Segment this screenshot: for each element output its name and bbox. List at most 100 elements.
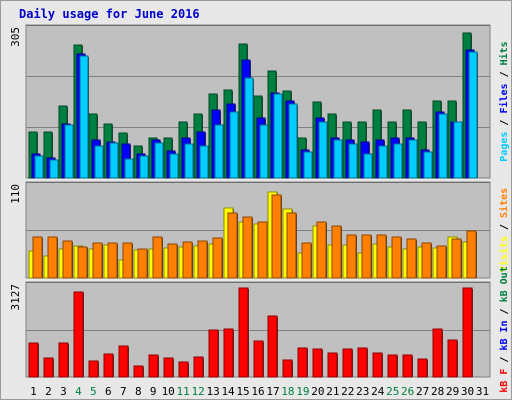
bar-sites-day-17 xyxy=(271,194,282,279)
bar-sites-day-18 xyxy=(286,212,297,279)
bar-kb-f-day-14 xyxy=(223,328,234,378)
bar-kb-f-day-22 xyxy=(342,348,353,378)
x-tick-label-day-23: 23 xyxy=(356,385,369,398)
bar-sites-day-22 xyxy=(346,234,357,279)
legend-item-visits: Visits xyxy=(498,236,510,272)
x-tick-label-day-31: 31 xyxy=(476,385,489,398)
bar-pages-day-26 xyxy=(408,139,418,179)
panel-1-ytick-label: 110 xyxy=(9,184,22,204)
bar-kb-f-day-6 xyxy=(103,353,114,378)
bar-sites-day-14 xyxy=(227,212,238,279)
x-tick-label-day-12: 12 xyxy=(192,385,205,398)
bar-kb-f-day-29 xyxy=(447,339,458,378)
bar-kb-f-day-30 xyxy=(462,287,473,378)
bar-kb-f-day-27 xyxy=(417,358,428,378)
x-tick-label-day-26: 26 xyxy=(401,385,414,398)
x-tick-label-day-22: 22 xyxy=(341,385,354,398)
bar-kb-f-day-9 xyxy=(148,354,159,378)
x-tick-label-day-16: 16 xyxy=(251,385,264,398)
bar-kb-f-day-16 xyxy=(253,340,264,378)
x-tick-label-day-17: 17 xyxy=(266,385,279,398)
legend-separator: / xyxy=(499,218,510,236)
bar-sites-day-11 xyxy=(182,241,193,279)
bar-pages-day-4 xyxy=(79,55,89,179)
bar-sites-day-26 xyxy=(406,238,417,279)
panel-2-ytick-label: 3127 xyxy=(9,284,22,311)
bar-sites-day-16 xyxy=(257,221,268,279)
x-tick-label-day-11: 11 xyxy=(177,385,190,398)
bar-sites-day-28 xyxy=(436,245,447,279)
x-tick-label-day-20: 20 xyxy=(311,385,324,398)
x-tick-label-day-2: 2 xyxy=(45,385,52,398)
x-tick-label-day-27: 27 xyxy=(416,385,429,398)
bar-pages-day-12 xyxy=(199,145,209,179)
bar-pages-day-6 xyxy=(109,142,119,179)
bar-sites-day-2 xyxy=(47,236,58,279)
bar-kb-f-day-17 xyxy=(267,315,278,378)
bar-pages-day-23 xyxy=(363,153,373,179)
bar-kb-f-day-19 xyxy=(297,347,308,378)
x-tick-label-day-8: 8 xyxy=(135,385,142,398)
bar-pages-day-22 xyxy=(348,143,358,179)
bar-kb-f-day-20 xyxy=(312,348,323,378)
bar-pages-day-17 xyxy=(273,93,283,179)
bar-sites-day-5 xyxy=(92,242,103,279)
bar-kb-f-day-11 xyxy=(178,361,189,378)
bar-kb-f-day-13 xyxy=(208,329,219,378)
bar-pages-day-5 xyxy=(94,145,104,179)
bar-kb-f-day-8 xyxy=(133,365,144,378)
x-tick-label-day-30: 30 xyxy=(461,385,474,398)
x-tick-label-day-25: 25 xyxy=(386,385,399,398)
x-tick-label-day-14: 14 xyxy=(221,385,235,398)
bar-sites-day-7 xyxy=(122,242,133,279)
bar-pages-day-8 xyxy=(139,155,149,179)
bar-kb-f-day-18 xyxy=(282,359,293,378)
bar-pages-day-28 xyxy=(438,113,448,179)
x-tick-label-day-21: 21 xyxy=(326,385,339,398)
bar-kb-f-day-28 xyxy=(432,328,443,378)
legend-item-pages: Pages xyxy=(499,132,510,162)
bar-kb-f-day-26 xyxy=(402,354,413,378)
bar-pages-day-24 xyxy=(378,145,388,179)
x-tick-label-day-29: 29 xyxy=(446,385,459,398)
bar-sites-day-23 xyxy=(361,234,372,279)
bar-sites-day-3 xyxy=(62,240,73,279)
x-tick-label-day-9: 9 xyxy=(150,385,157,398)
bar-pages-day-25 xyxy=(393,143,403,179)
bar-sites-day-12 xyxy=(197,240,208,279)
bar-pages-day-30 xyxy=(468,51,478,179)
x-tick-label-day-10: 10 xyxy=(162,385,175,398)
x-tick-label-day-6: 6 xyxy=(105,385,112,398)
bar-pages-day-10 xyxy=(169,153,179,179)
legend-item-hits: Hits xyxy=(498,41,510,65)
x-tick-label-day-13: 13 xyxy=(206,385,219,398)
x-tick-label-day-7: 7 xyxy=(120,385,127,398)
bar-sites-day-29 xyxy=(451,238,462,279)
bar-kb-f-day-5 xyxy=(88,360,99,378)
bar-pages-day-29 xyxy=(453,121,463,179)
panel-0-ytick-label: 305 xyxy=(9,27,22,47)
panel-1-legend: Visits / Sites xyxy=(498,188,510,272)
bar-kb-f-day-2 xyxy=(43,357,54,378)
panel-2-legend: kB F / kB In / kB Out xyxy=(499,266,510,392)
bar-sites-day-8 xyxy=(137,248,148,279)
bar-pages-day-13 xyxy=(214,124,224,179)
bar-pages-day-20 xyxy=(318,121,328,179)
panel-0-legend: Pages / Files / Hits xyxy=(498,41,510,161)
bar-kb-f-day-12 xyxy=(193,356,204,378)
bar-pages-day-3 xyxy=(64,124,74,179)
bar-kb-f-day-25 xyxy=(387,354,398,378)
x-tick-label-day-19: 19 xyxy=(296,385,309,398)
bar-pages-day-18 xyxy=(288,103,298,179)
legend-separator: / xyxy=(499,351,510,369)
x-tick-label-day-4: 4 xyxy=(75,385,82,398)
bar-pages-day-14 xyxy=(229,111,239,179)
bar-sites-day-20 xyxy=(316,221,327,279)
legend-item-files: Files xyxy=(498,83,510,113)
legend-separator: / xyxy=(499,65,510,83)
x-tick-label-day-5: 5 xyxy=(90,385,97,398)
bar-sites-day-15 xyxy=(242,216,253,279)
bar-pages-day-27 xyxy=(423,151,433,179)
